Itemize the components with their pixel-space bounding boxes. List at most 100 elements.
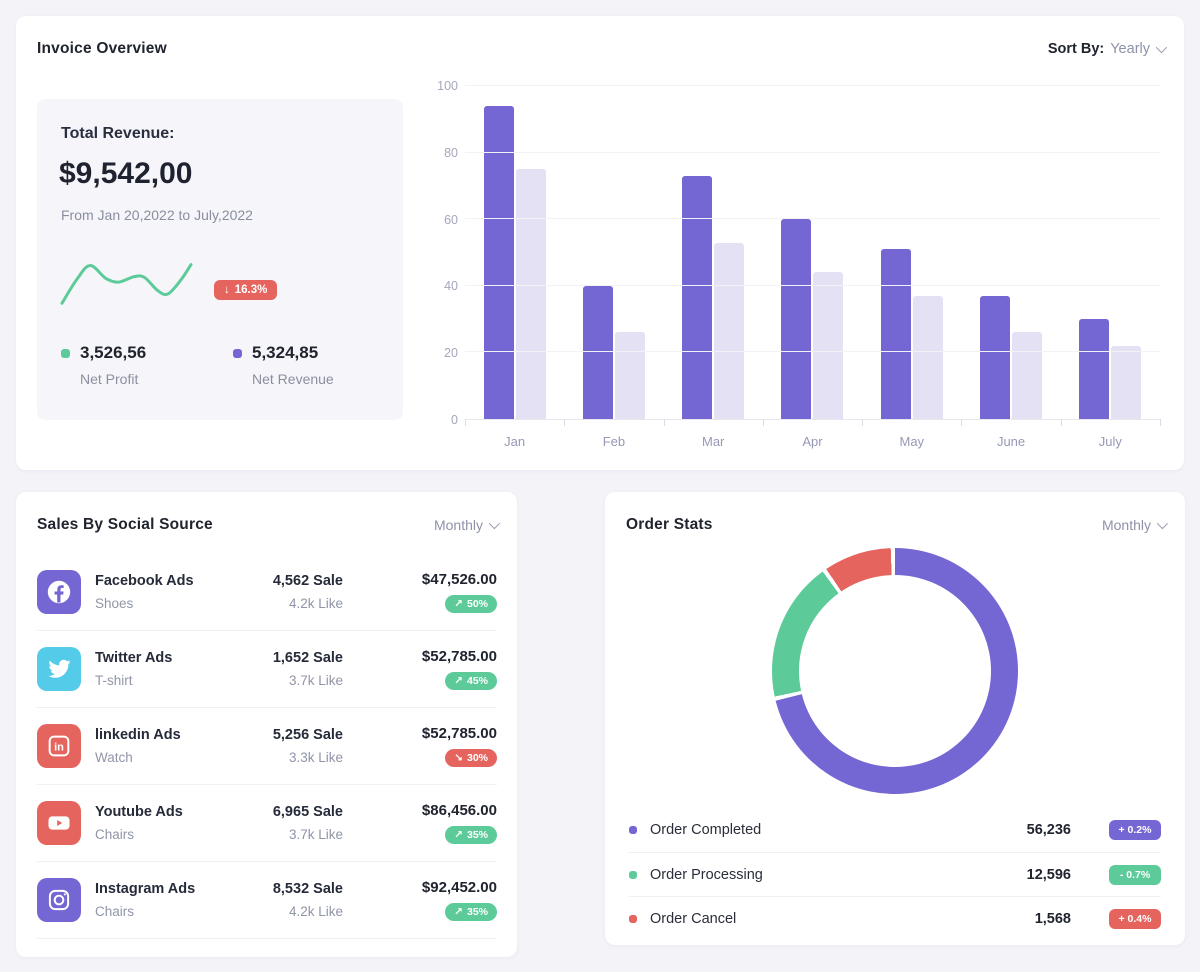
total-revenue-panel: Total Revenue: $9,542,00 From Jan 20,202… [37, 99, 403, 420]
sales-row-amount: $47,526.00 [421, 571, 497, 588]
legend-dot [629, 826, 637, 834]
sales-row-title: Facebook Ads [95, 573, 194, 589]
sort-by-label: Sort By: [1047, 41, 1105, 57]
sort-by-value: Yearly [1110, 41, 1150, 57]
order-period-value: Monthly [1101, 517, 1151, 533]
x-axis-label: June [996, 434, 1026, 449]
sales-row-sale-count: 8,532 Sale [272, 881, 343, 897]
gridline [465, 151, 1160, 153]
chevron-down-icon [1156, 517, 1169, 530]
sales-period-value: Monthly [433, 517, 483, 533]
sales-row[interactable]: Instagram Ads Chairs 8,532 Sale 4.2k Lik… [37, 862, 497, 939]
bar-mar-secondary [714, 242, 745, 419]
revenue-sparkline [60, 263, 193, 305]
sales-row-like-count: 3.3k Like [288, 750, 343, 765]
bar-chart-y-axis: 0 20 40 60 80 100 [420, 79, 458, 427]
x-axis-label: May [899, 434, 925, 449]
trend-arrow-icon: ↗ [454, 675, 463, 687]
y-axis-tick-label: 0 [451, 413, 458, 427]
legend-change-badge: + 0.2% [1109, 820, 1161, 840]
invoice-overview-title: Invoice Overview [37, 40, 167, 57]
y-axis-tick-label: 80 [444, 145, 458, 160]
sales-row-subtitle: Chairs [95, 827, 135, 842]
chevron-down-icon [1155, 41, 1168, 54]
sales-row-amount: $86,456.00 [421, 802, 497, 819]
sort-by-dropdown[interactable]: Sort By: Yearly [1047, 41, 1168, 57]
sales-row-like-count: 4.2k Like [288, 596, 343, 611]
x-axis-tick [564, 419, 566, 426]
facebook-icon [37, 570, 81, 614]
sales-row-amount: $52,785.00 [421, 725, 497, 742]
twitter-icon [37, 647, 81, 691]
net-profit-stat: 3,526,56 Net Profit [61, 343, 233, 387]
legend-change-badge: + 0.4% [1109, 908, 1161, 929]
order-legend-row: Order Processing 12,596 - 0.7% [629, 852, 1161, 896]
total-revenue-title: Total Revenue: [61, 125, 175, 142]
net-revenue-stat: 5,324,85 Net Revenue [233, 343, 405, 387]
sales-row[interactable]: Twitter Ads T-shirt 1,652 Sale 3.7k Like… [37, 631, 497, 708]
x-axis-tick [1160, 419, 1161, 426]
bar-jan-primary [483, 105, 514, 419]
sales-row-subtitle: Shoes [95, 596, 134, 611]
x-axis-tick [862, 419, 864, 426]
trend-badge: ↗ 45% [445, 672, 497, 690]
sales-row-sale-count: 6,965 Sale [272, 804, 343, 820]
chevron-down-icon [488, 517, 501, 530]
bar-group-june: June [980, 86, 1043, 449]
net-revenue-value: 5,324,85 [252, 343, 319, 362]
sales-row-like-count: 3.7k Like [288, 827, 343, 842]
sales-row[interactable]: Youtube Ads Chairs 6,965 Sale 3.7k Like … [37, 785, 497, 862]
sales-row[interactable]: in linkedin Ads Watch 5,256 Sale 3.3k Li… [37, 708, 497, 785]
sales-period-dropdown[interactable]: Monthly [433, 517, 501, 533]
legend-value: 56,236 [1026, 822, 1071, 838]
net-revenue-dot [233, 348, 242, 358]
trend-badge: ↗ 50% [445, 595, 497, 613]
y-axis-tick-label: 60 [444, 212, 458, 227]
order-legend-row: Order Cancel 1,568 + 0.4% [629, 896, 1161, 940]
sales-row-title: Instagram Ads [95, 881, 196, 897]
sales-row-subtitle: Watch [95, 750, 133, 765]
bar-group-feb: Feb [582, 86, 645, 449]
x-axis-tick [762, 419, 764, 426]
bar-feb-secondary [614, 332, 645, 419]
bar-group-may: May [880, 86, 943, 449]
youtube-icon [37, 801, 81, 845]
bar-apr-primary [781, 219, 812, 419]
bar-may-secondary [912, 295, 943, 419]
order-legend-row: Order Completed 56,236 + 0.2% [629, 808, 1161, 852]
sales-row-subtitle: Chairs [95, 904, 135, 919]
sales-row-sale-count: 4,562 Sale [272, 573, 343, 589]
legend-label: Order Cancel [650, 910, 737, 927]
bar-mar-primary [682, 175, 713, 419]
y-axis-tick-label: 20 [444, 346, 458, 361]
gridline [465, 351, 1160, 353]
order-stats-legend: Order Completed 56,236 + 0.2% Order Proc… [629, 808, 1161, 940]
x-axis-tick [961, 419, 963, 426]
bar-july-primary [1079, 319, 1110, 419]
linkedin-icon: in [37, 724, 81, 768]
sales-row-title: Youtube Ads [95, 804, 183, 820]
trend-badge: ↗ 35% [445, 903, 497, 921]
svg-text:in: in [54, 741, 64, 753]
bar-group-july: July [1079, 86, 1142, 449]
sales-row-amount: $92,452.00 [421, 879, 497, 896]
sales-row-subtitle: T-shirt [95, 673, 133, 688]
legend-dot [629, 870, 637, 879]
net-profit-value: 3,526,56 [80, 343, 147, 362]
legend-label: Order Processing [650, 866, 763, 883]
bar-july-secondary [1111, 345, 1142, 419]
sales-row[interactable]: Facebook Ads Shoes 4,562 Sale 4.2k Like … [37, 554, 497, 631]
x-axis-label: Jan [504, 434, 526, 449]
x-axis-tick [1060, 419, 1062, 426]
order-period-dropdown[interactable]: Monthly [1101, 517, 1169, 533]
sales-row-like-count: 3.7k Like [288, 673, 343, 688]
trend-badge: ↗ 35% [445, 826, 497, 844]
net-revenue-label: Net Revenue [252, 371, 334, 387]
bar-chart: Jan Feb Mar Apr May June July [465, 85, 1161, 449]
sales-by-social-source-card: Sales By Social Source Monthly Facebook … [16, 492, 517, 957]
bar-june-secondary [1012, 332, 1043, 419]
bar-group-jan: Jan [483, 86, 546, 449]
sales-row-sale-count: 5,256 Sale [272, 727, 343, 743]
x-axis-tick [663, 419, 665, 426]
